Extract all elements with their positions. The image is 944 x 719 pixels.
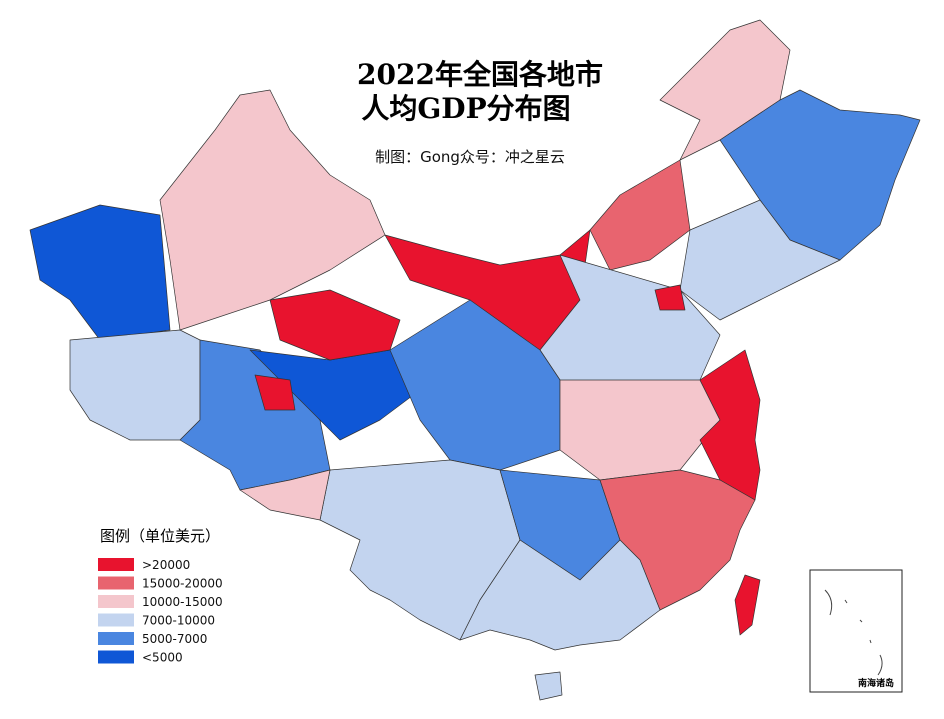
china-map [29, 19, 921, 701]
title-line: 人均GDP分布图 [361, 92, 570, 125]
legend-label: 10000-15000 [142, 595, 223, 609]
legend-swatch [98, 613, 134, 627]
region [679, 199, 841, 321]
region [69, 329, 201, 441]
title-line: 2022年全国各地市 [357, 58, 603, 91]
region [734, 574, 761, 636]
legend-swatch [98, 576, 134, 590]
legend-title: 图例（单位美元） [100, 527, 220, 545]
region [29, 204, 171, 341]
legend-swatch [98, 650, 134, 664]
legend-label: 7000-10000 [142, 614, 215, 628]
inset: 南海诸岛 [809, 569, 903, 693]
region [699, 349, 761, 501]
region [159, 89, 386, 331]
legend-swatch [98, 595, 134, 608]
legend-label: <5000 [142, 651, 183, 665]
region [559, 379, 721, 481]
legend: >20000 15000-20000 10000-15000 7000-10000 50… [98, 558, 223, 665]
region [534, 671, 563, 701]
legend-label: 5000-7000 [142, 632, 207, 646]
legend-label: >20000 [142, 558, 190, 572]
inset-label: 南海诸岛 [858, 677, 894, 689]
legend-swatch [98, 558, 134, 571]
region [254, 374, 296, 411]
region [654, 284, 686, 311]
region [719, 89, 921, 261]
region [239, 469, 331, 521]
subtitle: 制图：Gong众号：冲之星云 [375, 148, 565, 166]
region [459, 539, 661, 651]
legend-label: 15000-20000 [142, 577, 223, 591]
region [589, 159, 691, 271]
region [269, 289, 401, 361]
legend-swatch [98, 632, 134, 645]
